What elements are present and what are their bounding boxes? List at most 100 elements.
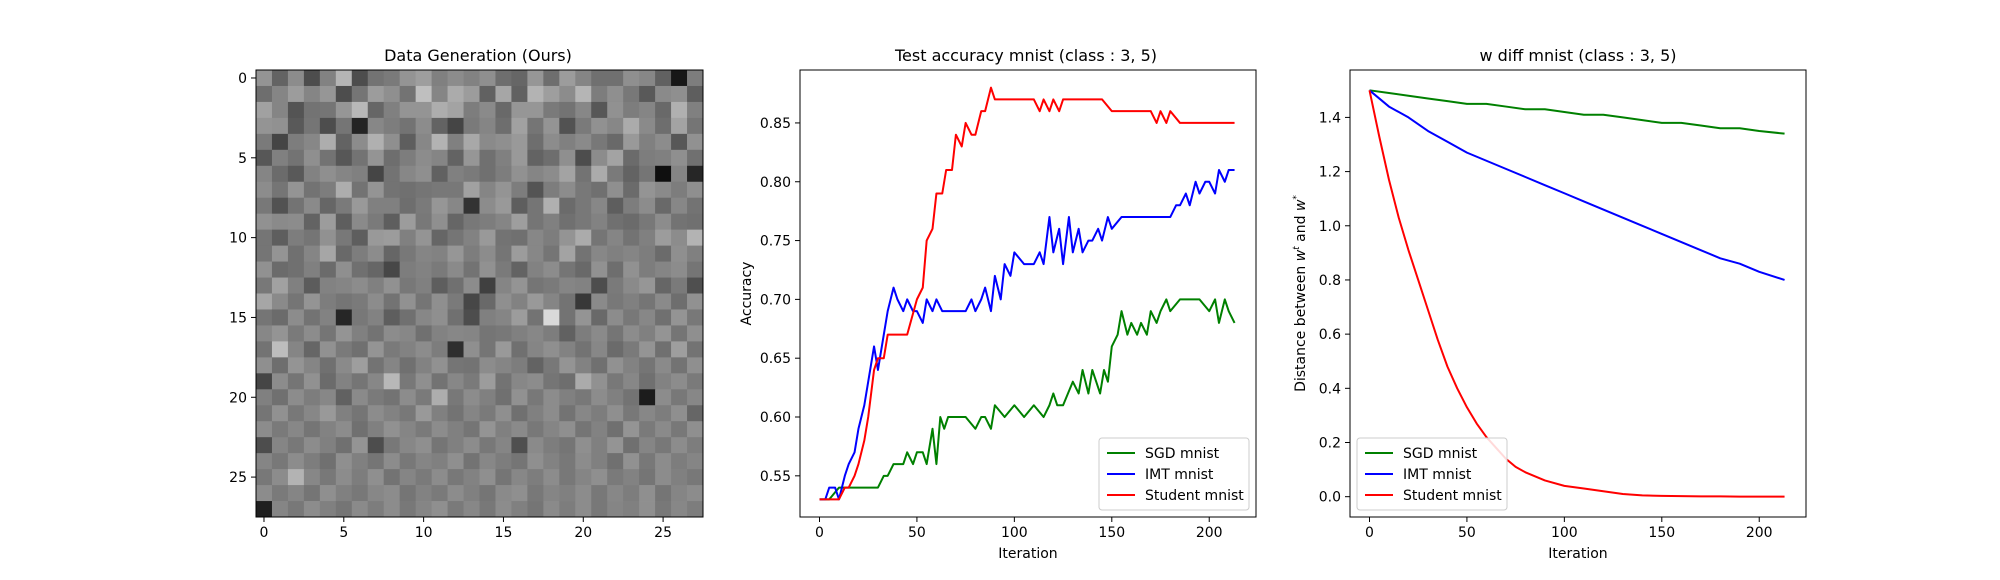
wdiff-y-label-part: and — [1293, 211, 1309, 246]
heatmap-cell — [415, 421, 432, 438]
heatmap-cell — [543, 197, 560, 215]
heatmap-cell — [671, 133, 688, 151]
accuracy-series — [819, 86, 1236, 501]
heatmap-cell — [527, 293, 544, 310]
x-tick-label: 100 — [1551, 525, 1578, 541]
heatmap-cell — [607, 373, 624, 390]
heatmap-cell — [591, 133, 608, 151]
heatmap-cell — [479, 197, 496, 215]
accuracy-y-label: Accuracy — [739, 262, 755, 326]
wdiff-x-label: Iteration — [1548, 546, 1607, 562]
heatmap-cell — [543, 165, 560, 183]
heatmap-cell — [479, 437, 496, 454]
y-tick-label: 5 — [238, 151, 247, 167]
heatmap-cell — [271, 277, 289, 294]
heatmap-cell — [623, 101, 640, 119]
heatmap-cell — [623, 309, 640, 326]
heatmap-cell — [527, 405, 544, 422]
heatmap-cell — [655, 389, 672, 406]
heatmap-cell — [479, 165, 496, 183]
heatmap-cell — [303, 165, 321, 183]
y-tick-label: 0.65 — [760, 351, 791, 367]
heatmap-cell — [511, 389, 528, 406]
heatmap-cell — [256, 85, 273, 103]
heatmap-cell — [495, 101, 512, 119]
heatmap-cell — [543, 373, 560, 390]
heatmap-cell — [303, 325, 321, 342]
heatmap-cell — [479, 357, 496, 374]
heatmap-cell — [527, 197, 544, 215]
heatmap-cell — [559, 70, 576, 87]
heatmap-cell — [607, 261, 624, 278]
heatmap-cell — [447, 341, 464, 358]
heatmap-cell — [543, 245, 560, 262]
heatmap-cell — [303, 405, 321, 422]
heatmap-cell — [655, 501, 672, 518]
heatmap-cell — [591, 357, 608, 374]
heatmap-cell — [511, 85, 528, 103]
heatmap-cell — [335, 469, 353, 486]
heatmap-cell — [335, 389, 353, 406]
heatmap-cell — [287, 405, 305, 422]
heatmap-cell — [687, 421, 704, 438]
heatmap-cell — [639, 277, 656, 294]
heatmap-cell — [319, 453, 337, 470]
heatmap-cell — [511, 117, 528, 135]
heatmap-cell — [623, 133, 640, 151]
heatmap-cell — [607, 213, 624, 231]
heatmap-cell — [671, 485, 688, 502]
heatmap-cell — [431, 373, 448, 390]
heatmap-cell — [575, 325, 592, 342]
heatmap-cell — [447, 277, 464, 294]
heatmap-cell — [559, 341, 576, 358]
heatmap-cell — [367, 165, 385, 183]
heatmap-cell — [287, 261, 305, 278]
heatmap-cell — [623, 357, 640, 374]
heatmap-cell — [271, 213, 289, 231]
heatmap-cell — [415, 501, 432, 518]
heatmap-cell — [303, 293, 321, 310]
heatmap-cell — [655, 373, 672, 390]
heatmap-cell — [639, 261, 656, 278]
heatmap-cell — [463, 373, 480, 390]
heatmap-cell — [639, 453, 656, 470]
heatmap-cell — [543, 213, 560, 231]
heatmap-cell — [495, 373, 512, 390]
heatmap-cell — [639, 357, 656, 374]
heatmap-cell — [607, 117, 624, 135]
heatmap-cell — [511, 70, 528, 87]
heatmap-cell — [367, 149, 385, 167]
heatmap-cell — [591, 277, 608, 294]
heatmap-cell — [479, 245, 496, 262]
heatmap-cell — [575, 229, 592, 246]
heatmap-cell — [287, 501, 305, 518]
heatmap-cell — [511, 405, 528, 422]
heatmap-cell — [639, 501, 656, 518]
heatmap-cell — [271, 341, 289, 358]
heatmap-cell — [399, 373, 417, 390]
heatmap-cell — [671, 245, 688, 262]
heatmap-cell — [511, 437, 528, 454]
heatmap-cell — [447, 389, 464, 406]
heatmap-cell — [351, 149, 369, 167]
heatmap-cell — [607, 293, 624, 310]
heatmap-cell — [495, 437, 512, 454]
heatmap-cell — [559, 149, 576, 167]
heatmap-cell — [431, 133, 448, 151]
heatmap-cell — [607, 501, 624, 518]
heatmap-cell — [351, 229, 369, 246]
heatmap-cell — [575, 453, 592, 470]
wdiff-x-axis: 0 50 100 150 200 — [1365, 517, 1773, 541]
heatmap-cell — [271, 101, 289, 119]
heatmap-cell — [543, 101, 560, 119]
heatmap-cell — [591, 389, 608, 406]
heatmap-cell — [319, 373, 337, 390]
heatmap-cell — [415, 165, 432, 183]
heatmap-cell — [591, 469, 608, 486]
heatmap-cell — [431, 85, 448, 103]
heatmap-cell — [463, 213, 480, 231]
y-tick-label: 0.60 — [760, 410, 791, 426]
heatmap-cell — [383, 277, 401, 294]
heatmap-cell — [479, 501, 496, 518]
heatmap-cell — [527, 181, 544, 199]
